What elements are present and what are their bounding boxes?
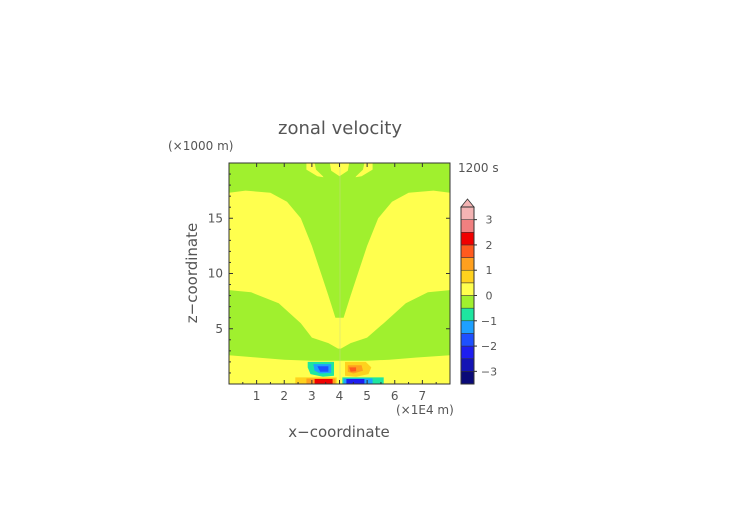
contour-region-1 (314, 163, 365, 243)
colorbar-swatch (460, 232, 475, 246)
colorbar-tick-label: 2 (486, 239, 493, 252)
colorbar-swatch (460, 244, 475, 258)
x-axis-label: x−coordinate (288, 423, 389, 441)
colorbar-swatch (460, 269, 475, 284)
contour-region-5 (349, 367, 357, 372)
colorbar-extend-arrow (460, 198, 475, 208)
x-tick-label: 7 (419, 389, 427, 403)
contour-regions (229, 163, 450, 384)
colorbar: 3 2 1 0 −1 −2 −3 (460, 198, 497, 385)
colorbar-swatch (460, 358, 475, 372)
colorbar-swatch (460, 282, 475, 296)
colorbar-tick-label: 3 (486, 214, 493, 227)
contour-region-8 (317, 366, 329, 372)
x-unit-label: (×1E4 m) (396, 403, 454, 417)
colorbar-swatch (460, 333, 475, 347)
colorbar-tick-label: −3 (481, 365, 497, 378)
x-tick-label: 3 (308, 389, 316, 403)
x-tick-label: 2 (280, 389, 288, 403)
x-tick-label: 1 (253, 389, 261, 403)
y-tick-label: 5 (215, 322, 223, 336)
contour-region-14 (346, 379, 365, 384)
contour-region-11 (314, 379, 333, 384)
colorbar-tick-label: 1 (486, 264, 493, 277)
y-axis: 5 10 15 (208, 173, 450, 374)
x-tick-label: 4 (336, 389, 344, 403)
x-tick-label: 6 (391, 389, 399, 403)
colorbar-swatch (460, 320, 475, 334)
contour-region-2 (229, 290, 450, 361)
x-tick-label: 5 (363, 389, 371, 403)
y-unit-label: (×1000 m) (168, 139, 233, 153)
colorbar-swatch (460, 257, 475, 271)
colorbar-swatch (460, 307, 475, 322)
chart-title: zonal velocity (278, 118, 402, 139)
colorbar-swatch (460, 345, 475, 359)
colorbar-tick-label: −2 (481, 340, 497, 353)
x-axis: 1 2 3 4 5 6 7 (242, 163, 437, 403)
colorbar-tick-label: −1 (481, 315, 497, 328)
colorbar-tick-label: 0 (486, 290, 493, 303)
colorbar-swatch (460, 371, 475, 385)
colorbar-swatch (460, 206, 475, 220)
y-tick-label: 10 (208, 267, 223, 281)
colorbar-swatch (460, 219, 475, 233)
time-label: 1200 s (458, 161, 499, 175)
y-tick-label: 15 (208, 211, 223, 225)
colorbar-swatch (460, 295, 475, 309)
y-axis-label: z−coordinate (183, 223, 201, 323)
